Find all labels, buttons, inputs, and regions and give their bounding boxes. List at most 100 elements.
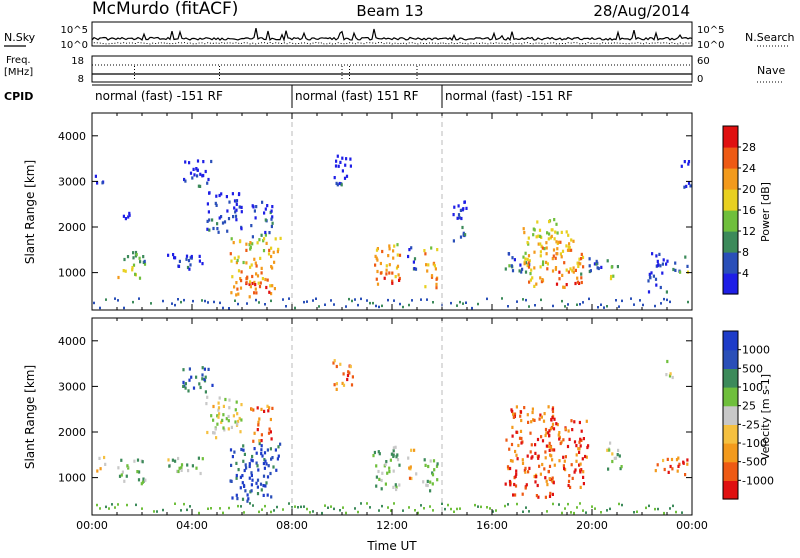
echo-cell bbox=[562, 285, 565, 289]
ground-scatter-cell bbox=[504, 504, 506, 508]
echo-cell bbox=[141, 480, 144, 484]
echo-cell bbox=[125, 474, 128, 478]
echo-cell bbox=[235, 208, 238, 212]
echo-cell bbox=[180, 468, 183, 472]
echo-cell bbox=[524, 251, 527, 255]
ground-scatter-cell bbox=[126, 503, 128, 507]
colorbar-tick-label: 1000 bbox=[742, 344, 770, 357]
echo-cell bbox=[253, 209, 256, 213]
echo-cell bbox=[551, 407, 554, 412]
echo-cell bbox=[248, 464, 251, 469]
echo-cell bbox=[431, 473, 435, 477]
beam-title: Beam 13 bbox=[356, 2, 423, 20]
echo-cell bbox=[375, 475, 378, 479]
echo-cell bbox=[383, 276, 386, 280]
echo-cell bbox=[236, 422, 239, 426]
echo-cell bbox=[656, 259, 659, 263]
echo-cell bbox=[279, 442, 282, 446]
echo-cell bbox=[424, 285, 427, 289]
echo-cell bbox=[242, 459, 245, 463]
echo-cell bbox=[255, 291, 258, 295]
ground-scatter-cell bbox=[96, 503, 98, 507]
colorbar-swatch bbox=[723, 231, 738, 253]
echo-cell bbox=[585, 455, 588, 459]
velocity-echo-cells bbox=[96, 359, 689, 503]
echo-cell bbox=[526, 454, 529, 458]
echo-cell bbox=[551, 269, 555, 273]
echo-cell bbox=[215, 203, 218, 207]
echo-cell bbox=[131, 266, 134, 270]
echo-cell bbox=[547, 405, 550, 409]
echo-cell bbox=[245, 242, 248, 246]
echo-cell bbox=[546, 231, 549, 235]
ground-scatter-cell bbox=[588, 297, 590, 301]
echo-cell bbox=[521, 492, 524, 496]
echo-cell bbox=[134, 250, 138, 255]
echo-cell bbox=[432, 262, 435, 266]
echo-cell bbox=[431, 471, 434, 475]
echo-cell bbox=[395, 487, 398, 492]
ground-scatter-cell bbox=[579, 502, 581, 505]
echo-cell bbox=[674, 268, 677, 272]
echo-cell bbox=[261, 454, 264, 458]
echo-cell bbox=[377, 450, 380, 454]
ground-scatter-cell bbox=[669, 300, 671, 304]
echo-cell bbox=[564, 427, 567, 431]
echo-cell bbox=[658, 252, 661, 256]
echo-cell bbox=[680, 164, 683, 168]
echo-cell bbox=[530, 443, 533, 447]
echo-cell bbox=[117, 466, 120, 470]
ground-scatter-cell bbox=[237, 302, 239, 306]
echo-cell bbox=[96, 181, 99, 185]
echo-cell bbox=[398, 278, 401, 282]
echo-cell bbox=[582, 482, 585, 486]
ground-scatter-cell bbox=[192, 299, 194, 303]
ground-scatter-cell bbox=[387, 298, 389, 302]
ground-scatter-cell bbox=[471, 306, 473, 310]
echo-cell bbox=[522, 255, 525, 259]
echo-cell bbox=[124, 217, 127, 221]
echo-cell bbox=[389, 458, 392, 462]
echo-cell bbox=[180, 463, 184, 467]
echo-cell bbox=[457, 204, 460, 208]
echo-cell bbox=[563, 285, 566, 289]
ground-scatter-cell bbox=[477, 505, 479, 508]
echo-cell bbox=[143, 262, 147, 266]
echo-cell bbox=[553, 448, 556, 452]
echo-cell bbox=[565, 283, 568, 287]
echo-cell bbox=[574, 468, 577, 472]
ground-scatter-cell bbox=[285, 305, 287, 308]
echo-cell bbox=[687, 160, 691, 164]
echo-cell bbox=[201, 262, 204, 266]
echo-cell bbox=[392, 249, 395, 253]
ground-scatter-cell bbox=[237, 504, 239, 508]
echo-cell bbox=[391, 281, 394, 285]
echo-cell bbox=[251, 454, 254, 459]
echo-cell bbox=[551, 476, 554, 480]
echo-cell bbox=[689, 184, 692, 188]
echo-cell bbox=[548, 464, 552, 468]
echo-cell bbox=[654, 469, 657, 473]
echo-cell bbox=[191, 464, 194, 468]
echo-cell bbox=[136, 470, 139, 474]
ground-scatter-cell bbox=[132, 300, 134, 304]
ground-scatter-cell bbox=[303, 505, 305, 508]
echo-cell bbox=[231, 275, 234, 279]
echo-cell bbox=[388, 271, 391, 275]
ground-scatter-cell bbox=[387, 506, 389, 509]
echo-cell bbox=[237, 468, 240, 472]
echo-cell bbox=[256, 464, 259, 468]
echo-cell bbox=[234, 420, 237, 424]
echo-cell bbox=[251, 478, 254, 482]
echo-cell bbox=[600, 265, 603, 269]
echo-cell bbox=[134, 272, 137, 276]
ground-scatter-cell bbox=[585, 511, 587, 514]
echo-cell bbox=[351, 375, 354, 379]
echo-cell bbox=[197, 184, 200, 188]
echo-cell bbox=[204, 390, 207, 394]
ground-scatter-cell bbox=[294, 505, 296, 508]
echo-cell bbox=[262, 461, 265, 466]
echo-cell bbox=[578, 447, 581, 451]
echo-cell bbox=[217, 406, 221, 410]
echo-cell bbox=[225, 417, 228, 421]
